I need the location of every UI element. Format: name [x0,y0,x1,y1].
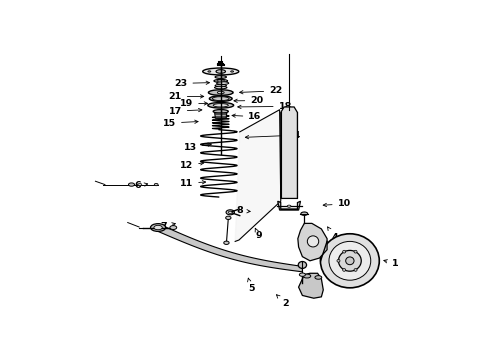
Ellipse shape [170,226,177,229]
Ellipse shape [339,251,361,271]
Ellipse shape [218,91,224,94]
Ellipse shape [299,273,305,276]
Polygon shape [158,224,302,272]
Text: 8: 8 [236,206,250,215]
Text: 13: 13 [184,143,211,152]
Text: 10: 10 [323,199,351,208]
Ellipse shape [343,250,345,253]
Ellipse shape [354,250,357,253]
Ellipse shape [320,234,379,288]
Ellipse shape [216,70,225,73]
Ellipse shape [301,212,308,215]
Text: 18: 18 [238,102,292,111]
Ellipse shape [345,257,354,265]
Text: 21: 21 [169,92,204,101]
Text: 3: 3 [353,242,372,251]
Ellipse shape [208,103,234,108]
Ellipse shape [215,76,226,78]
Ellipse shape [217,80,224,82]
Polygon shape [281,107,297,198]
Text: 14: 14 [245,131,301,140]
Text: 7: 7 [160,222,175,231]
Ellipse shape [231,71,234,72]
Polygon shape [215,113,227,118]
Ellipse shape [203,68,239,75]
Text: 15: 15 [163,118,198,127]
Text: 9: 9 [255,228,262,240]
Polygon shape [235,110,281,242]
Ellipse shape [303,274,311,278]
Text: 23: 23 [174,79,209,88]
Text: 2: 2 [276,295,289,308]
Text: 20: 20 [234,96,264,105]
Ellipse shape [215,86,227,89]
Ellipse shape [224,241,229,244]
Polygon shape [278,201,300,210]
Ellipse shape [209,96,232,102]
Text: 5: 5 [247,278,254,293]
Ellipse shape [287,205,291,207]
Ellipse shape [343,269,345,271]
Ellipse shape [138,184,142,186]
Ellipse shape [215,84,226,87]
Ellipse shape [214,79,227,82]
Ellipse shape [154,225,162,230]
Text: 1: 1 [384,259,399,268]
Ellipse shape [228,211,232,213]
Ellipse shape [298,261,307,269]
Ellipse shape [226,216,231,220]
Ellipse shape [337,260,340,262]
Ellipse shape [208,90,233,95]
Ellipse shape [217,82,229,85]
Ellipse shape [208,71,211,72]
Text: 12: 12 [180,161,204,170]
Text: 4: 4 [328,227,338,242]
Text: 6: 6 [134,181,147,190]
Polygon shape [298,223,327,261]
Ellipse shape [128,183,135,186]
Ellipse shape [213,109,228,113]
Ellipse shape [329,242,371,280]
Polygon shape [298,273,323,298]
Ellipse shape [226,210,234,215]
Ellipse shape [315,276,322,279]
Ellipse shape [150,224,166,231]
Ellipse shape [213,104,228,107]
Text: 16: 16 [232,112,262,121]
Ellipse shape [212,97,229,100]
Text: 11: 11 [180,179,206,188]
Ellipse shape [307,236,318,247]
Text: 17: 17 [169,107,202,116]
Text: 19: 19 [180,99,208,108]
Text: 22: 22 [240,86,282,95]
Ellipse shape [354,269,357,271]
Ellipse shape [154,184,158,186]
